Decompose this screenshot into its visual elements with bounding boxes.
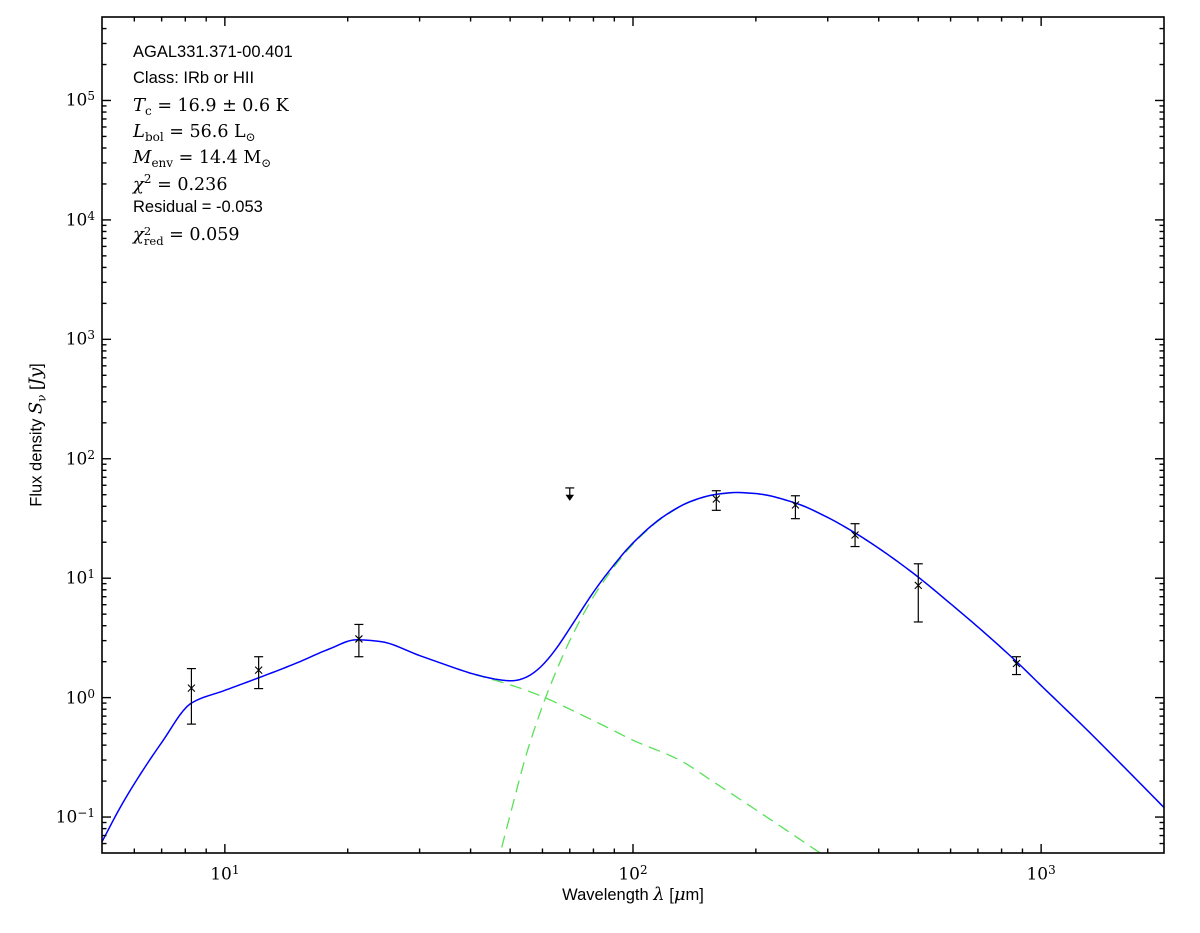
x-tick-label: 101 xyxy=(210,863,240,885)
y-axis-label: Flux density Sν [Jy] xyxy=(25,363,49,507)
y-tick-label: 100 xyxy=(65,686,95,709)
annotation-line: Residual = -0.053 xyxy=(133,198,263,217)
x-axis-label: Wavelength λ [μm] xyxy=(562,884,704,905)
annotation-line: Lbol = 56.6 L⊙ xyxy=(133,120,256,144)
annotation-line: χ 2 red = 0.059 xyxy=(133,224,240,249)
annotation-line: Tc = 16.9 ± 0.6 K xyxy=(133,94,289,118)
annotation-line: Class: IRb or HII xyxy=(133,68,255,87)
y-tick-label: 10−1 xyxy=(55,806,95,828)
y-tick-label: 101 xyxy=(65,567,95,589)
y-tick-label: 104 xyxy=(65,208,95,231)
x-tick-label: 102 xyxy=(618,863,648,885)
x-tick-label: 103 xyxy=(1026,863,1056,885)
y-tick-label: 102 xyxy=(65,447,95,470)
y-tick-label: 103 xyxy=(65,328,95,350)
annotation-block: AGAL331.371-00.401 Class: IRb or HII Tc = … xyxy=(133,43,293,250)
annotation-line: χ2 = 0.236 xyxy=(133,172,228,196)
y-tick-label: 105 xyxy=(65,89,95,112)
annotation-line: Menv = 14.4 M⊙ xyxy=(133,146,272,170)
annotation-line: AGAL331.371-00.401 xyxy=(133,43,293,61)
